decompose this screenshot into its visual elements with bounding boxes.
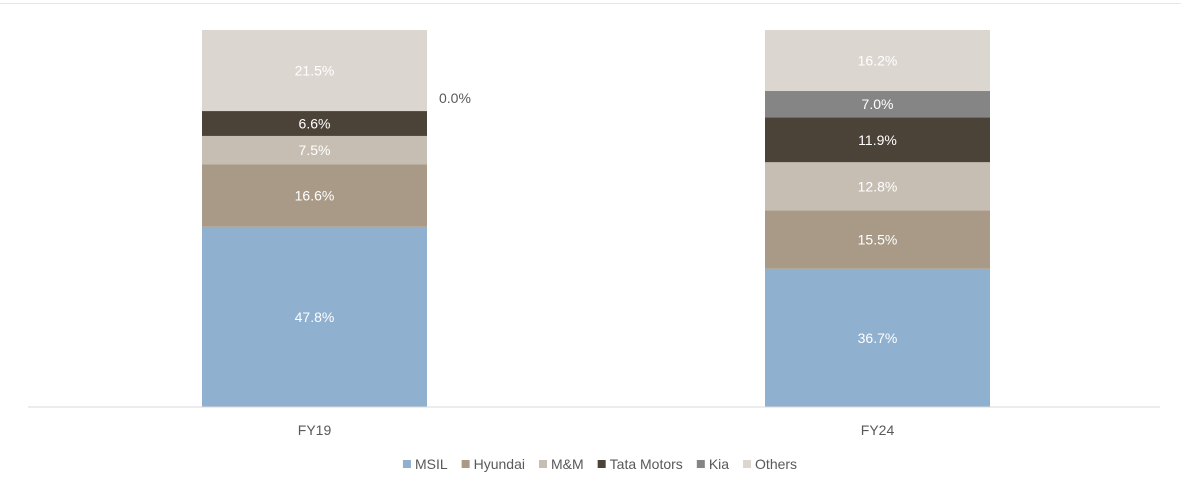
data-label-fy19-others: 21.5% bbox=[295, 63, 335, 79]
legend-label-others: Others bbox=[755, 456, 797, 472]
bar-segment-fy24-msil bbox=[765, 268, 990, 407]
legend-label-mandm: M&M bbox=[551, 456, 584, 472]
data-label-fy19-mandm: 7.5% bbox=[299, 142, 331, 158]
data-label-fy24-mandm: 12.8% bbox=[858, 178, 898, 194]
data-label-fy19-tata-motors: 6.6% bbox=[299, 115, 331, 131]
legend-swatch-others bbox=[743, 460, 752, 468]
legend-swatch-tata-motors bbox=[597, 460, 606, 468]
bar-segment-fy19-msil bbox=[202, 226, 427, 407]
data-label-fy24-tata-motors: 11.9% bbox=[858, 132, 897, 148]
data-label-fy19-hyundai: 16.6% bbox=[295, 188, 335, 204]
legend-swatch-hyundai bbox=[461, 460, 470, 468]
bar-segment-fy24-others bbox=[765, 30, 990, 92]
legend-label-kia: Kia bbox=[709, 456, 729, 472]
bars-group: 47.8% 16.6% 7.5% 6.6% 0.0% 21.5% 36.7% 15.5% 12.… bbox=[202, 30, 990, 407]
legend: MSIL Hyundai M&M Tata Motors Kia Others bbox=[402, 456, 797, 472]
bar-segment-fy24-kia bbox=[765, 91, 990, 118]
data-label-fy24-others: 16.2% bbox=[858, 53, 898, 69]
bar-segment-fy24-tata-motors bbox=[765, 117, 990, 163]
bar-segment-fy24-mandm bbox=[765, 162, 990, 211]
category-labels: FY19 FY24 bbox=[298, 422, 895, 438]
legend-label-tata-motors: Tata Motors bbox=[610, 456, 683, 472]
bar-segment-fy19-others bbox=[202, 30, 427, 112]
legend-label-hyundai: Hyundai bbox=[474, 456, 525, 472]
data-label-fy24-msil: 36.7% bbox=[858, 330, 898, 346]
bar-segment-fy19-mandm bbox=[202, 135, 427, 165]
data-label-fy19-kia: 0.0% bbox=[439, 90, 471, 106]
legend-swatch-mandm bbox=[539, 460, 547, 468]
legend-swatch-msil bbox=[402, 460, 411, 468]
bar-segment-fy19-hyundai bbox=[202, 164, 427, 227]
legend-label-msil: MSIL bbox=[415, 456, 448, 472]
bar-segment-fy19-tata-motors bbox=[202, 111, 427, 136]
category-label-fy24: FY24 bbox=[861, 422, 895, 438]
data-label-fy19-msil: 47.8% bbox=[295, 309, 335, 325]
data-label-fy24-hyundai: 15.5% bbox=[858, 232, 898, 248]
legend-swatch-kia bbox=[696, 460, 705, 468]
category-label-fy19: FY19 bbox=[298, 422, 332, 438]
bar-segment-fy24-hyundai bbox=[765, 210, 990, 269]
data-label-fy24-kia: 7.0% bbox=[862, 96, 894, 112]
